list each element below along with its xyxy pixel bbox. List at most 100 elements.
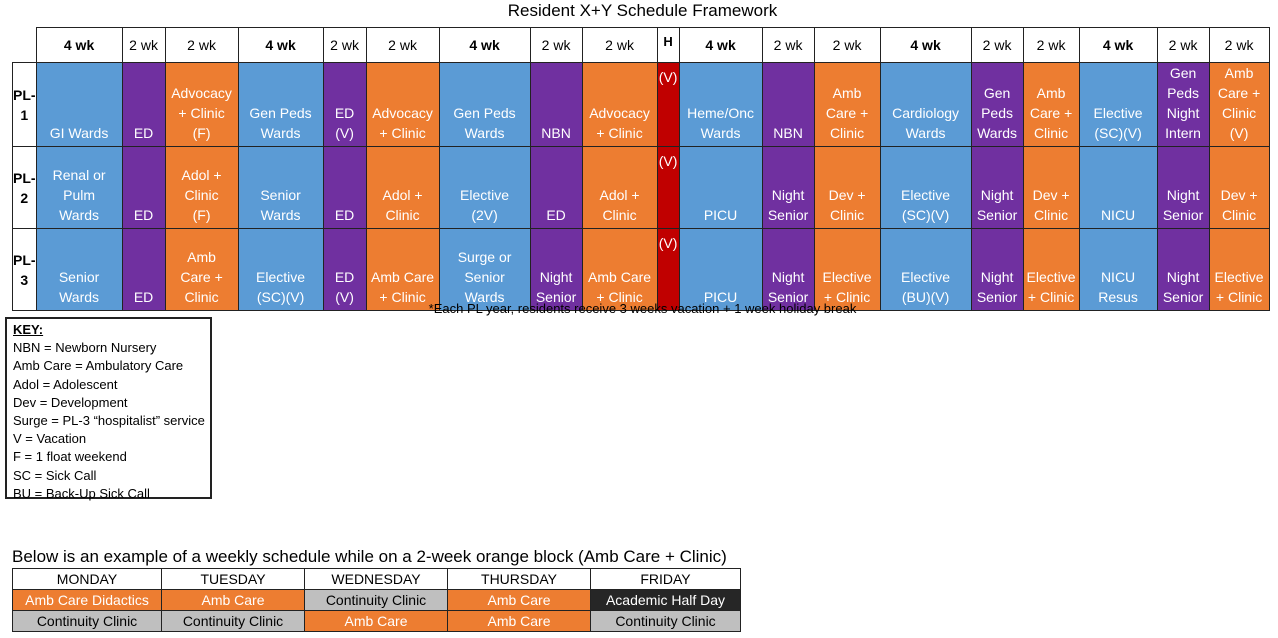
- rotation-text: Clinic: [184, 187, 219, 203]
- rotation-cell: Gen Peds Wards: [438, 62, 531, 147]
- rotation-text: Care +: [1029, 105, 1073, 121]
- rotation-text: Senior: [767, 207, 809, 223]
- rotation-text: Adol +: [599, 187, 640, 203]
- rotation-text: Peds: [1167, 85, 1200, 101]
- rotation-cell: Night Senior: [1156, 228, 1210, 311]
- rotation-text: ED: [133, 289, 154, 305]
- schedule-row: PL- 3 Senior Wards ED Amb Care + Clinic Elective…: [12, 228, 1270, 311]
- rotation-text: Clinic: [1221, 105, 1257, 121]
- rotation-text: Surge or: [457, 249, 512, 265]
- rotation-cell: ED: [121, 62, 166, 147]
- schedule-row: PL- 1 GI Wards ED Advocacy + Clinic (F) Gen Ped…: [12, 62, 1270, 147]
- rotation-cell: Amb Care + Clinic: [365, 228, 440, 311]
- rotation-text: Wards: [260, 207, 301, 223]
- rotation-text: + Clinic: [596, 289, 643, 305]
- pl-year-label-part: PL-: [13, 169, 36, 186]
- key-item: Amb Care = Ambulatory Care: [13, 358, 184, 374]
- rotation-cell: Night Senior: [761, 146, 815, 229]
- rotation-cell: ED: [121, 146, 166, 229]
- key-item: Surge = PL-3 “hospitalist” service: [13, 413, 205, 429]
- rotation-text: + Clinic: [178, 105, 225, 121]
- day-header: MONDAY: [12, 568, 162, 590]
- block-length-header: 2 wk: [813, 27, 881, 63]
- block-length-header: 4 wk: [438, 27, 531, 63]
- rotation-text: Clinic: [829, 125, 865, 141]
- rotation-text: Wards: [59, 207, 100, 223]
- weekly-title: Below is an example of a weekly schedule…: [12, 547, 727, 566]
- rotation-cell: Gen Peds Wards: [970, 62, 1024, 147]
- rotation-text: Adol +: [382, 187, 423, 203]
- rotation-text: Elective: [1214, 269, 1264, 285]
- rotation-text: Gen: [1169, 65, 1197, 81]
- block-length-header: 4 wk: [678, 27, 763, 63]
- rotation-cell: Advocacy + Clinic: [365, 62, 440, 147]
- rotation-text: (F): [192, 207, 211, 223]
- rotation-text: PICU: [703, 289, 738, 305]
- block-length-header: 4 wk: [237, 27, 324, 63]
- rotation-cell: GI Wards: [35, 62, 123, 147]
- rotation-cell: Adol + Clinic: [365, 146, 440, 229]
- rotation-text: ED: [334, 269, 355, 285]
- block-length-header: 2 wk: [1208, 27, 1270, 63]
- rotation-cell: PICU: [678, 228, 763, 311]
- rotation-text: Clinic: [1221, 207, 1257, 223]
- rotation-text: NBN: [773, 125, 803, 141]
- rotation-text: (F): [192, 125, 211, 141]
- rotation-cell: Cardiology Wards: [879, 62, 972, 147]
- rotation-text: Wards: [464, 125, 505, 141]
- pl-year-label-part: 2: [20, 189, 29, 206]
- rotation-cell: Dev + Clinic: [813, 146, 881, 229]
- pl-year-label-part: 3: [20, 271, 29, 288]
- block-length-header: 2 wk: [1156, 27, 1210, 63]
- block-length-header: 2 wk: [365, 27, 440, 63]
- rotation-cell: Amb Care + Clinic: [813, 62, 881, 147]
- weekly-cell: Continuity Clinic: [161, 610, 305, 632]
- rotation-text: Gen Peds: [453, 105, 516, 121]
- rotation-text: NICU: [1100, 207, 1136, 223]
- rotation-cell: ED (V): [322, 62, 367, 147]
- day-header: WEDNESDAY: [304, 568, 448, 590]
- rotation-text: Adol +: [181, 167, 222, 183]
- rotation-text: Clinic: [1033, 125, 1069, 141]
- weekly-schedule-table: MONDAY TUESDAY WEDNESDAY THURSDAY FRIDAY…: [12, 568, 741, 632]
- key-item: Dev = Development: [13, 394, 128, 410]
- rotation-text: (BU)(V): [901, 289, 950, 305]
- rotation-text: Clinic: [829, 207, 865, 223]
- rotation-cell: Elective (SC)(V): [1078, 62, 1158, 147]
- rotation-text: Advocacy: [171, 85, 232, 101]
- rotation-cell: Renal or Pulm Wards: [35, 146, 123, 229]
- block-length-header: 2 wk: [581, 27, 658, 63]
- day-header: TUESDAY: [161, 568, 305, 590]
- rotation-cell: Advocacy + Clinic (F): [164, 62, 239, 147]
- rotation-text: + Clinic: [379, 289, 426, 305]
- rotation-text: NBN: [541, 125, 571, 141]
- rotation-cell: Elective + Clinic: [813, 228, 881, 311]
- rotation-text: + Clinic: [1215, 289, 1263, 305]
- rotation-text: Senior: [464, 269, 505, 285]
- holiday-header: H: [656, 27, 680, 63]
- block-length-header: 2 wk: [761, 27, 815, 63]
- rotation-text: Senior: [260, 187, 301, 203]
- weekly-cell: Continuity Clinic: [12, 610, 162, 632]
- rotation-text: Clinic: [602, 207, 637, 223]
- rotation-text: Senior: [1162, 207, 1204, 223]
- rotation-text: Advocacy: [372, 105, 433, 121]
- rotation-text: Amb: [1224, 65, 1254, 81]
- rotation-text: Dev +: [1032, 187, 1070, 203]
- rotation-text: Care +: [180, 269, 223, 285]
- key-item: NBN = Newborn Nursery: [13, 340, 157, 356]
- rotation-text: Night: [539, 269, 573, 285]
- rotation-text: NICU: [1100, 269, 1136, 285]
- holiday-cell: (V): [656, 62, 680, 147]
- rotation-text: Elective: [460, 187, 510, 203]
- rotation-text: Gen Peds: [249, 105, 312, 121]
- rotation-text: (V): [335, 289, 354, 305]
- rotation-text: Night: [1166, 187, 1200, 203]
- rotation-text: GI Wards: [49, 125, 109, 141]
- rotation-text: Elective: [256, 269, 306, 285]
- rotation-text: Peds: [981, 105, 1014, 121]
- rotation-text: Wards: [905, 125, 946, 141]
- weekly-cell: Amb Care: [447, 610, 591, 632]
- rotation-text: Wards: [59, 289, 100, 305]
- pl-year-label: PL- 3: [12, 228, 37, 311]
